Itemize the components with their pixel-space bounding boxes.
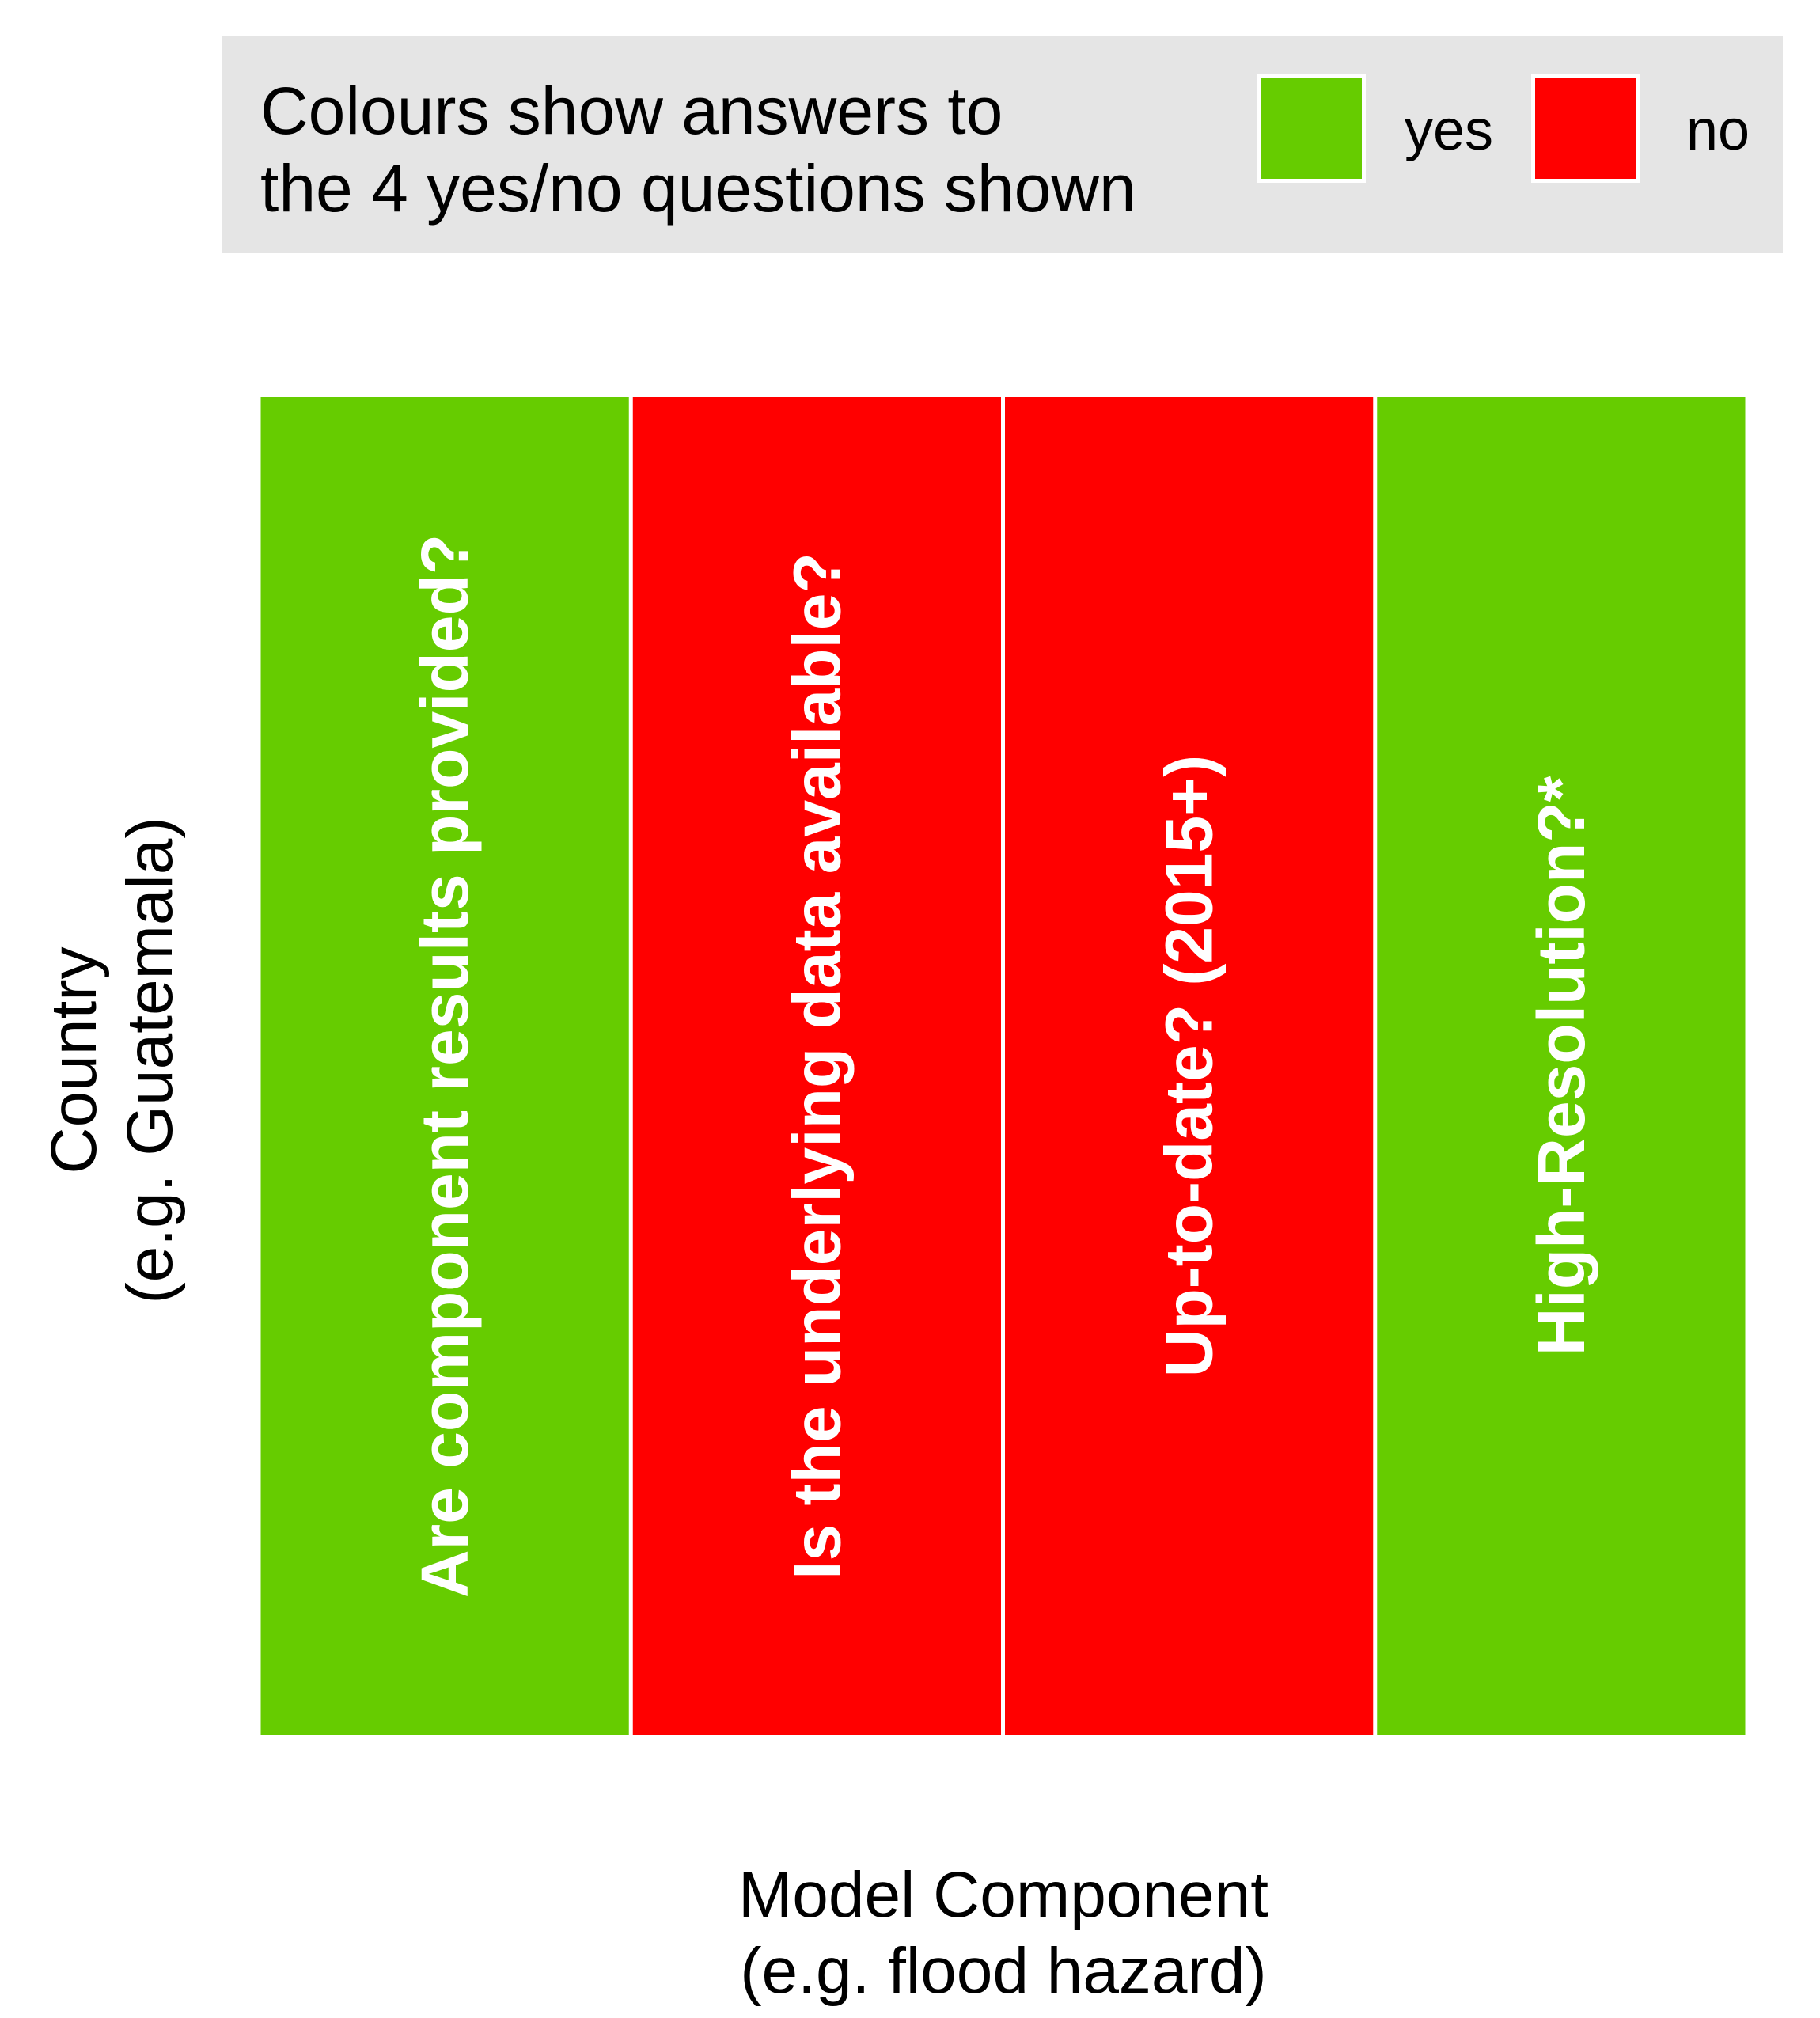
legend-label-yes: yes (1405, 99, 1494, 162)
tile-label-2: Is the underlying data available? (779, 552, 854, 1580)
heatmap-tile-2 (632, 397, 1001, 1735)
legend-label-no: no (1686, 99, 1750, 162)
x-axis-title-line-2: (e.g. flood hazard) (740, 1935, 1267, 2007)
legend-key-no (1531, 74, 1640, 183)
heatmap-tile-3 (1005, 397, 1374, 1735)
x-axis-title: Model Component (e.g. flood hazard) (738, 1857, 1268, 2009)
y-axis-title-line-1: Country (38, 946, 110, 1174)
y-axis-title: Country (e.g. Guatemala) (36, 817, 188, 1303)
legend-title-line-1: Colours show answers to (260, 74, 1003, 148)
legend-panel: Colours show answers to the 4 yes/no que… (222, 36, 1783, 253)
x-axis-title-line-1: Model Component (737, 1859, 1269, 1931)
y-axis-title-line-2: (e.g. Guatemala) (114, 817, 186, 1304)
tile-label-1: Are component results provided? (408, 534, 482, 1598)
tile-label-3: Up-to-date? (2015+) (1152, 755, 1227, 1377)
heatmap-tile-4 (1377, 397, 1746, 1735)
tile-label-4: High-Resolution?* (1524, 776, 1598, 1356)
legend-title-line-2: the 4 yes/no questions shown (260, 151, 1136, 226)
legend-key-yes (1257, 74, 1366, 183)
legend-title: Colours show answers to the 4 yes/no que… (260, 72, 1136, 227)
heatmap-tile-1 (260, 397, 629, 1735)
